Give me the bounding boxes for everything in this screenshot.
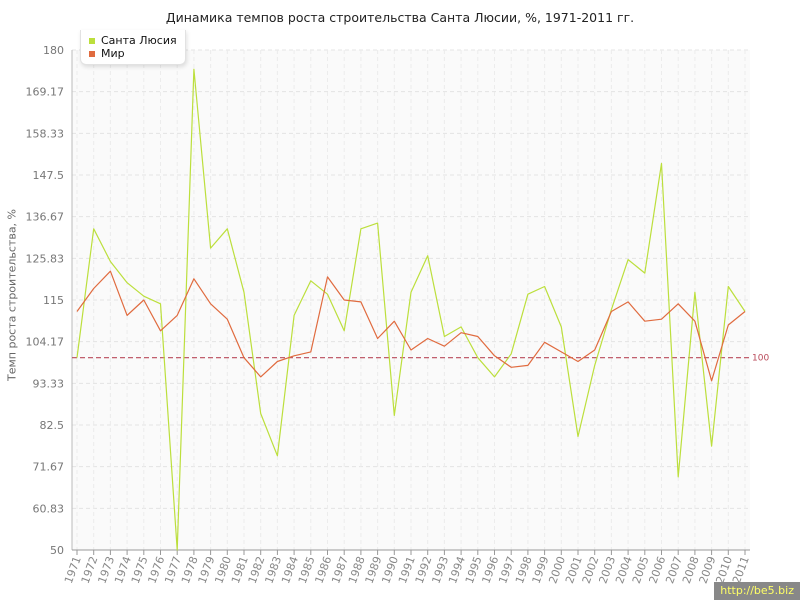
y-tick-label: 93.33 [33,377,65,390]
legend-item-series-1: Мир [89,47,177,60]
series-layer [72,68,750,551]
y-tick-label: 71.67 [33,461,65,474]
legend-label: Мир [101,47,125,60]
y-tick-label: 104.17 [26,336,65,349]
y-tick-label: 136.67 [26,211,65,224]
y-tick-label: 125.83 [26,252,65,265]
y-tick-label: 180 [43,44,64,57]
y-tick-label: 50 [50,544,64,557]
y-tick-label: 115 [43,294,64,307]
series-line-1 [76,270,746,382]
y-tick-label: 147.5 [33,169,65,182]
legend: Санта Люсия Мир [80,30,186,65]
reference-line-label: 100 [752,354,769,364]
series-line-0 [76,68,746,551]
chart-title: Динамика темпов роста строительства Сант… [165,10,635,25]
y-tick-label: 158.33 [26,127,65,140]
legend-label: Санта Люсия [101,34,177,47]
legend-swatch-icon [89,37,95,44]
legend-swatch-icon [89,50,95,57]
grid-layer [72,49,750,551]
y-tick-label: 82.5 [40,419,65,432]
axis-layer [71,50,750,555]
watermark-link[interactable]: http://be5.biz [714,582,800,600]
legend-item-series-0: Санта Люсия [89,34,177,47]
y-tick-label: 169.17 [26,86,65,99]
y-tick-label: 60.83 [33,502,65,515]
